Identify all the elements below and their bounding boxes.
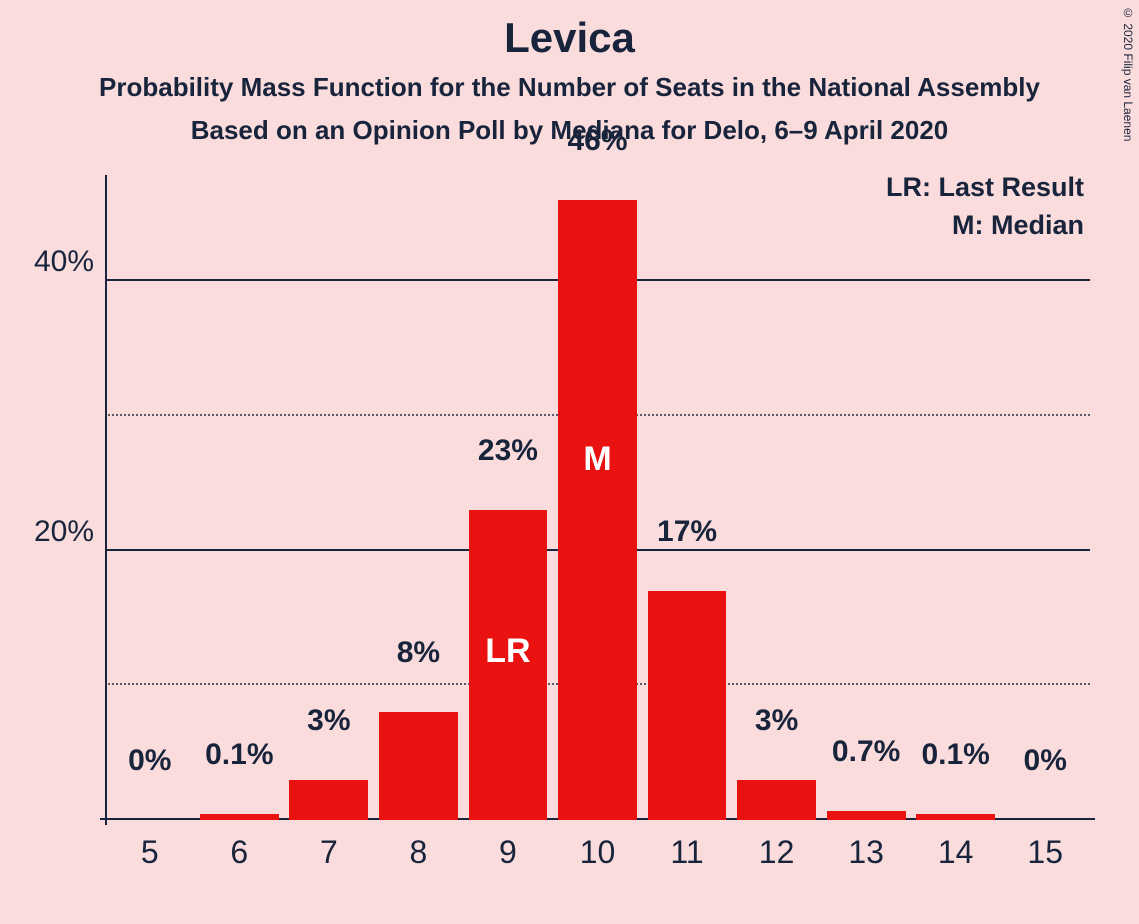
- bar-value-label: 0%: [128, 744, 171, 782]
- legend-median: M: Median: [952, 210, 1084, 241]
- y-axis-line: [105, 175, 107, 825]
- y-axis-tick-label: 40%: [34, 245, 94, 279]
- bar-value-label: 17%: [657, 515, 717, 553]
- bar: [827, 811, 906, 820]
- x-axis-tick-label: 11: [670, 820, 703, 871]
- bar: [379, 712, 458, 820]
- x-axis-tick-label: 10: [580, 820, 616, 871]
- bar: [289, 780, 368, 820]
- chart-plot-area: LR: Last Result M: Median 20%40%0%50.1%6…: [105, 180, 1090, 820]
- x-axis-tick-label: 6: [230, 820, 248, 871]
- chart-main-title: Levica: [0, 0, 1139, 62]
- bar-value-label: 0%: [1024, 744, 1067, 782]
- copyright-text: © 2020 Filip van Laenen: [1121, 6, 1135, 141]
- x-axis-tick-label: 14: [938, 820, 974, 871]
- bar-value-label: 3%: [755, 704, 798, 742]
- x-axis-tick-label: 9: [499, 820, 517, 871]
- bar-value-label: 3%: [307, 704, 350, 742]
- bar-value-label: 46%: [567, 124, 627, 162]
- x-axis-tick-label: 13: [848, 820, 884, 871]
- bar-value-label: 23%: [478, 434, 538, 472]
- bar: [558, 200, 637, 820]
- legend-last-result: LR: Last Result: [886, 172, 1084, 203]
- in-bar-label-lr: LR: [485, 632, 530, 671]
- x-axis-tick-label: 15: [1027, 820, 1063, 871]
- bar-value-label: 0.1%: [205, 738, 273, 776]
- y-axis-tick-label: 20%: [34, 515, 94, 549]
- bar-value-label: 8%: [397, 636, 440, 674]
- chart-subtitle-1: Probability Mass Function for the Number…: [0, 62, 1139, 103]
- bar: [737, 780, 816, 820]
- in-bar-label-median: M: [583, 440, 611, 479]
- bar-value-label: 0.1%: [921, 738, 989, 776]
- x-axis-tick-label: 7: [320, 820, 338, 871]
- bar-value-label: 0.7%: [832, 735, 900, 773]
- x-axis-tick-label: 5: [141, 820, 159, 871]
- x-axis-tick-label: 12: [759, 820, 795, 871]
- x-axis-tick-label: 8: [410, 820, 428, 871]
- bar: [648, 591, 727, 820]
